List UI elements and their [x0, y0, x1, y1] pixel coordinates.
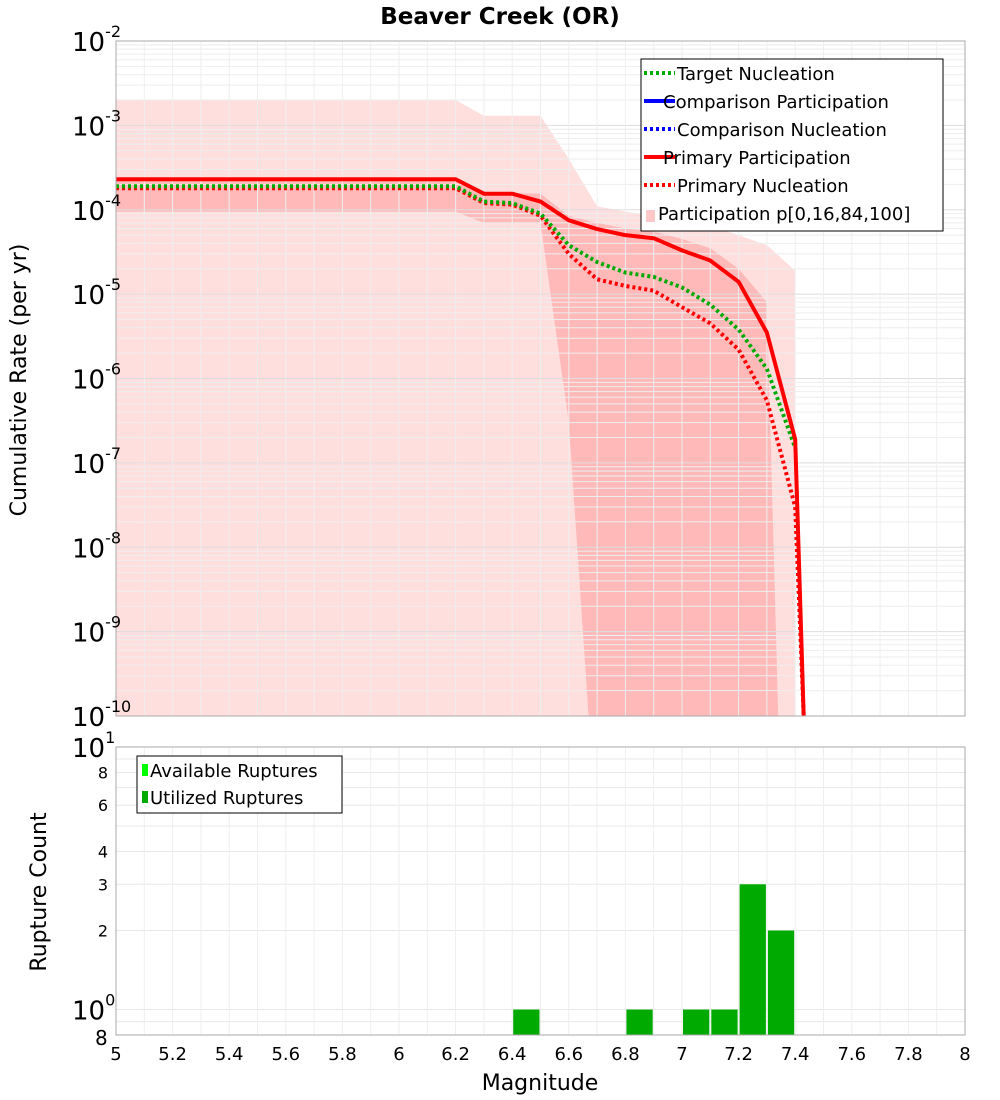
count-y-axis-label: Rupture Count [27, 812, 52, 972]
x-tick-label: 5.8 [328, 1044, 357, 1065]
chart-title: Beaver Creek (OR) [380, 4, 620, 30]
legend-label: Comparison Participation [663, 92, 889, 113]
series-primary-nucleation [116, 186, 806, 717]
utilized-rupture-bar [626, 1009, 653, 1035]
rate-y-tick-label: 10-9 [72, 613, 121, 649]
count-y-tick-label: 8 [98, 763, 108, 782]
x-tick-label: 6.4 [498, 1044, 527, 1065]
count-y-tick-label: 2 [98, 922, 108, 941]
count-y-tick-label: 101 [72, 728, 115, 764]
rate-y-tick-label: 10-6 [72, 360, 121, 396]
x-tick-label: 7 [676, 1044, 687, 1065]
legend-box [136, 755, 343, 814]
x-tick-label: 7.6 [837, 1044, 866, 1065]
x-tick-label: 6.6 [554, 1044, 583, 1065]
legend-box [640, 58, 944, 232]
utilized-rupture-bar [513, 1009, 540, 1035]
rate-y-tick-label: 10-4 [72, 191, 121, 227]
rate-y-tick-label: 10-10 [72, 697, 131, 733]
rate-y-ticks: 10-2 10-3 10-4 10-5 10-6 10-7 10-8 10-9 10-10 [72, 22, 131, 733]
participation-band-16-84 [116, 179, 779, 716]
x-tick-label: 5.6 [271, 1044, 300, 1065]
utilized-rupture-bar [711, 1009, 738, 1035]
rate-plot-frame [115, 40, 966, 717]
rate-y-tick-label: 10-3 [72, 106, 121, 142]
magnitude-x-ticks: 5 5.2 5.4 5.6 5.8 6 6.2 6.4 6.6 6.8 7 7.2 7.4 7.6 7.8 8 [110, 1044, 970, 1065]
legend-label: Participation p[0,16,84,100] [658, 204, 910, 225]
utilized-rupture-bar [683, 1009, 710, 1035]
x-tick-label: 6 [393, 1044, 404, 1065]
rate-panel: 10-2 10-3 10-4 10-5 10-6 10-7 10-8 10-9 10-10 [72, 22, 966, 733]
legend-label: Comparison Nucleation [677, 120, 887, 141]
x-tick-label: 6.8 [611, 1044, 640, 1065]
rate-y-tick-label: 10-2 [72, 22, 121, 58]
x-tick-label: 7.4 [781, 1044, 810, 1065]
rate-y-tick-label: 10-8 [72, 528, 121, 564]
x-tick-label: 8 [959, 1044, 970, 1065]
count-y-tick-label: 3 [98, 875, 108, 894]
x-axis-label: Magnitude [482, 1071, 599, 1096]
count-y-tick-label: 6 [98, 796, 108, 815]
rate-y-tick-label: 10-5 [72, 275, 121, 311]
count-y-tick-label: 100 [72, 991, 115, 1027]
count-plot-frame [115, 746, 966, 1036]
legend-label: Primary Participation [663, 148, 851, 169]
rate-y-tick-label: 10-7 [72, 444, 121, 480]
legend-label: Available Ruptures [150, 761, 318, 782]
legend-swatch [142, 764, 148, 776]
x-tick-label: 5.2 [158, 1044, 187, 1065]
rate-y-axis-label: Cumulative Rate (per yr) [7, 244, 32, 517]
rate-lines [116, 177, 806, 717]
legend-swatch [646, 210, 655, 222]
rate-legend: Target Nucleation Comparison Participatio… [640, 58, 944, 232]
x-tick-label: 5 [110, 1044, 121, 1065]
legend-label: Utilized Ruptures [150, 788, 303, 809]
legend-swatch [142, 791, 148, 803]
series-primary-participation [116, 177, 806, 717]
count-y-tick-label: 4 [98, 842, 108, 861]
count-y-tick-label: 8 [95, 1026, 108, 1050]
x-tick-label: 5.4 [215, 1044, 244, 1065]
count-bars [513, 884, 795, 1035]
x-tick-label: 6.2 [441, 1044, 470, 1065]
legend-label: Primary Nucleation [677, 176, 849, 197]
utilized-rupture-bar [739, 884, 766, 1035]
legend-label: Target Nucleation [676, 64, 835, 85]
x-tick-label: 7.2 [724, 1044, 753, 1065]
x-tick-label: 7.8 [894, 1044, 923, 1065]
count-legend: Available Ruptures Utilized Ruptures [136, 755, 343, 814]
utilized-rupture-bar [767, 930, 795, 1035]
